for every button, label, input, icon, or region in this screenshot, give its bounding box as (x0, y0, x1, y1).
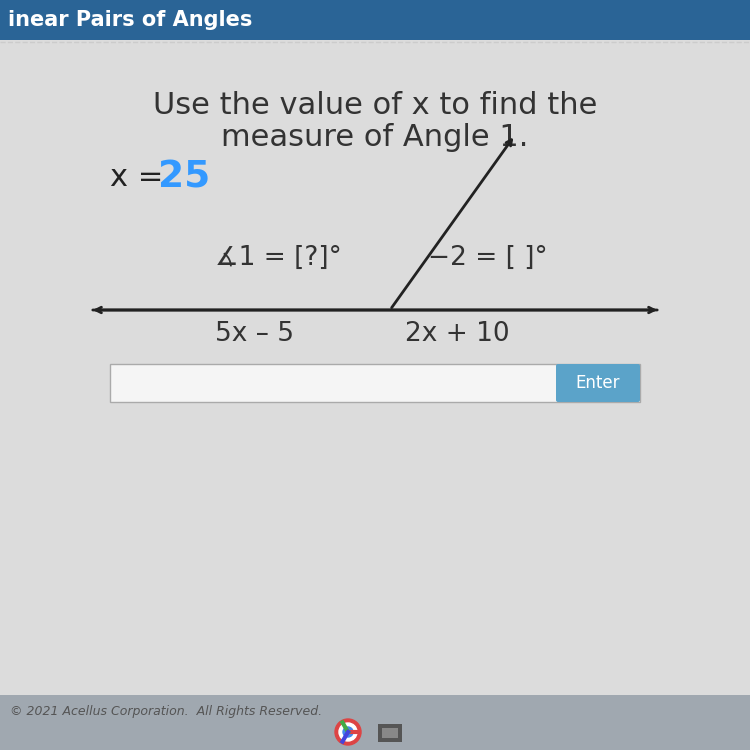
Text: © 2021 Acellus Corporation.  All Rights Reserved.: © 2021 Acellus Corporation. All Rights R… (10, 706, 322, 718)
Bar (382, 728, 398, 738)
Text: Use the value of x to find the: Use the value of x to find the (153, 91, 597, 119)
FancyBboxPatch shape (556, 364, 640, 402)
Text: 25: 25 (158, 160, 210, 196)
Text: 5x – 5: 5x – 5 (215, 321, 294, 347)
Circle shape (339, 723, 357, 741)
Text: Enter: Enter (576, 374, 620, 392)
Text: measure of Angle 1.: measure of Angle 1. (221, 124, 529, 152)
Text: x =: x = (110, 164, 173, 193)
Text: inear Pairs of Angles: inear Pairs of Angles (8, 10, 252, 30)
Bar (0, 695, 750, 750)
Text: ∡1 = [?]°: ∡1 = [?]° (215, 245, 342, 271)
Text: 2x + 10: 2x + 10 (405, 321, 510, 347)
Circle shape (343, 727, 353, 737)
Bar (110, 364, 640, 402)
Bar (0, 0, 750, 40)
Bar (378, 724, 402, 742)
Circle shape (335, 719, 361, 745)
Text: −2 = [ ]°: −2 = [ ]° (428, 245, 548, 271)
